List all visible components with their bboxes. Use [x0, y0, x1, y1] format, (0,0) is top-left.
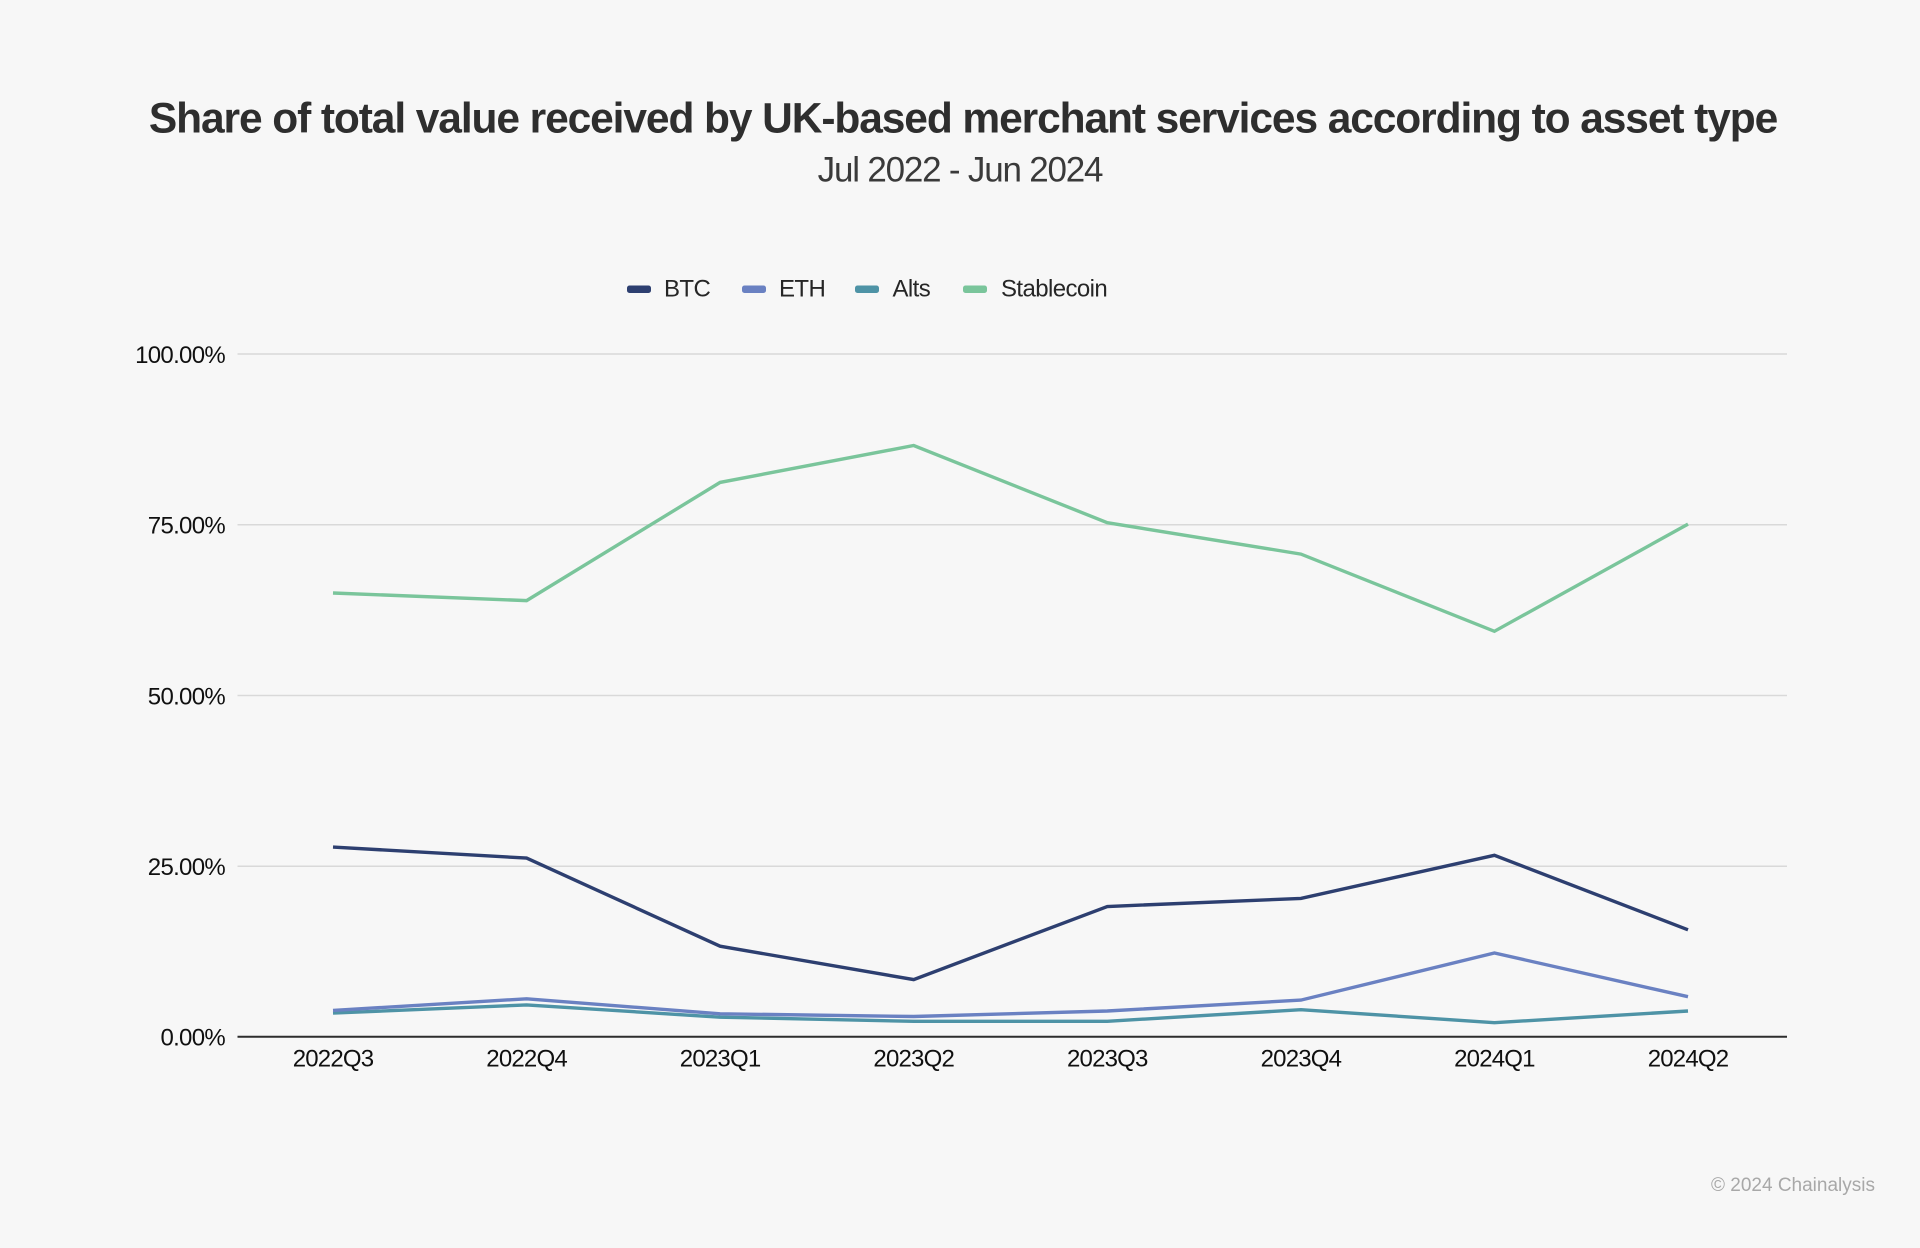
svg-text:25.00%: 25.00%: [148, 854, 226, 881]
svg-text:2024Q1: 2024Q1: [1454, 1046, 1535, 1073]
svg-text:2024Q2: 2024Q2: [1648, 1046, 1729, 1073]
svg-text:2022Q3: 2022Q3: [293, 1046, 374, 1073]
svg-text:100.00%: 100.00%: [135, 342, 225, 369]
svg-text:Stablecoin: Stablecoin: [1001, 276, 1107, 303]
svg-text:ETH: ETH: [779, 276, 825, 303]
svg-text:2022Q4: 2022Q4: [486, 1046, 567, 1073]
svg-text:2023Q4: 2023Q4: [1261, 1046, 1342, 1073]
svg-text:2023Q3: 2023Q3: [1067, 1046, 1148, 1073]
svg-text:50.00%: 50.00%: [148, 683, 226, 710]
svg-text:BTC: BTC: [664, 276, 710, 303]
svg-text:Share of total value received: Share of total value received by UK-base…: [149, 96, 1778, 143]
svg-text:75.00%: 75.00%: [148, 513, 226, 540]
svg-text:2023Q2: 2023Q2: [873, 1046, 954, 1073]
svg-text:2023Q1: 2023Q1: [680, 1046, 761, 1073]
svg-text:© 2024 Chainalysis: © 2024 Chainalysis: [1711, 1175, 1875, 1196]
svg-text:0.00%: 0.00%: [160, 1025, 225, 1052]
svg-text:Alts: Alts: [893, 276, 931, 303]
svg-text:Jul 2022 - Jun 2024: Jul 2022 - Jun 2024: [818, 151, 1103, 190]
